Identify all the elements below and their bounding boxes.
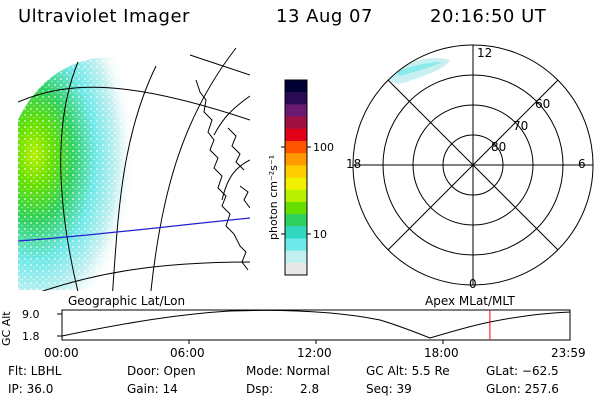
glat-param: GLat: −62.5 [486, 364, 559, 378]
mlt-label-12: 12 [477, 46, 493, 60]
mlat-label-70: 70 [513, 119, 529, 133]
x-tick-0600: 06:00 [170, 346, 205, 360]
colorbar-tick-10: 10 [313, 228, 327, 241]
colorbar-cell [285, 165, 307, 179]
x-tick-1200: 12:00 [297, 346, 332, 360]
x-tick-1800: 18:00 [424, 346, 459, 360]
colorbar-tick-100: 100 [313, 141, 334, 154]
terminator-line [18, 217, 250, 242]
colorbar-cell [285, 214, 307, 227]
altitude-curve [61, 309, 571, 339]
mlt-label-18: 18 [346, 157, 362, 171]
mlat-label-80: 80 [491, 140, 507, 154]
gain-param: Gain: 14 [127, 382, 178, 396]
colorbar-cell [285, 104, 307, 118]
mode-param: Mode: Normal [246, 364, 330, 378]
mlt-label-6: 6 [578, 157, 586, 171]
colorbar-cell [285, 128, 307, 142]
colorbar-cell [285, 262, 307, 276]
colorbar-cell [285, 189, 307, 203]
colorbar-cell [285, 92, 307, 105]
gc-alt-param: GC Alt: 5.5 Re [366, 364, 450, 378]
x-tick-0000: 00:00 [44, 346, 79, 360]
colorbar-cell [285, 226, 307, 240]
colorbar-cell [285, 238, 307, 252]
colorbar-cell [285, 140, 307, 154]
ip-param: IP: 36.0 [8, 382, 54, 396]
colorbar-cell [285, 116, 307, 130]
dsp-label: Dsp: [246, 382, 274, 396]
alt-tick-9: 9.0 [22, 308, 40, 321]
time-label: 20:16:50 UT [430, 6, 547, 27]
mlt-label-0: 0 [469, 277, 477, 291]
geographic-label: Geographic Lat/Lon [68, 294, 186, 308]
date-label: 13 Aug 07 [276, 6, 373, 27]
seq-param: Seq: 39 [366, 382, 412, 396]
x-tick-2359: 23:59 [551, 346, 586, 360]
instrument-title: Ultraviolet Imager [18, 6, 190, 27]
glon-param: GLon: 257.6 [486, 382, 559, 396]
alt-tick-1-8: 1.8 [22, 330, 40, 343]
colorbar-cell [285, 250, 307, 264]
apex-label: Apex MLat/MLT [425, 294, 515, 308]
mlat-label-60: 60 [535, 97, 551, 111]
colorbar-cell [285, 153, 307, 166]
colorbar-cell [285, 177, 307, 191]
colorbar-cell [285, 201, 307, 215]
coastline [195, 79, 249, 271]
colorbar-cell [285, 80, 307, 93]
door-param: Door: Open [127, 364, 196, 378]
dsp-value: 2.8 [300, 382, 320, 396]
alt-axis-label: GC Alt [0, 311, 13, 346]
flt-param: Flt: LBHL [8, 364, 62, 378]
